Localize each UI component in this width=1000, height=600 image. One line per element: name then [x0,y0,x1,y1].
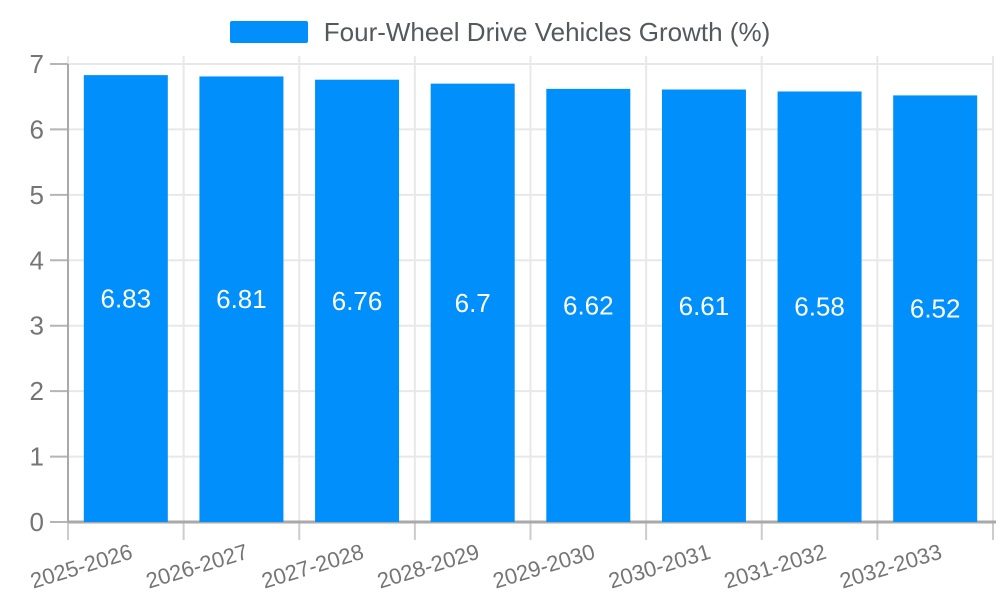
bar[interactable] [430,83,515,522]
x-axis-label: 2029-2030 [490,539,598,594]
bar-value-label: 6.7 [455,288,491,318]
bar-value-label: 6.83 [101,284,152,314]
bar[interactable] [546,88,631,522]
bar[interactable] [83,75,168,522]
y-axis-label: 5 [30,180,44,210]
y-axis-label: 0 [30,507,44,537]
bar-value-label: 6.62 [563,290,614,320]
x-axis-label: 2027-2028 [259,539,367,594]
bar-value-label: 6.61 [679,291,730,321]
x-axis-label: 2028-2029 [374,539,482,594]
y-axis-label: 1 [30,442,44,472]
legend-swatch [229,21,308,43]
y-axis-label: 7 [30,49,44,79]
bar[interactable] [315,79,400,523]
x-axis-label: 2031-2032 [721,539,829,594]
bar[interactable] [777,91,862,522]
y-axis-label: 3 [30,311,44,341]
bar[interactable] [661,89,746,522]
bar[interactable] [199,76,284,522]
x-axis-label: 2030-2031 [605,539,713,594]
bar-value-label: 6.58 [794,292,845,322]
x-axis-label: 2032-2033 [837,539,945,594]
x-axis-label: 2026-2027 [143,539,251,594]
y-axis-label: 2 [30,376,44,406]
bar[interactable] [893,95,978,523]
y-axis-label: 6 [30,114,44,144]
bar-value-label: 6.52 [910,294,961,324]
chart-legend[interactable]: Four-Wheel Drive Vehicles Growth (%) [0,18,1000,46]
bar-value-label: 6.76 [332,286,383,316]
x-axis-label: 2025-2026 [27,539,135,594]
legend-label: Four-Wheel Drive Vehicles Growth (%) [323,17,771,47]
y-axis-label: 4 [30,245,44,275]
bar-value-label: 6.81 [216,284,267,314]
